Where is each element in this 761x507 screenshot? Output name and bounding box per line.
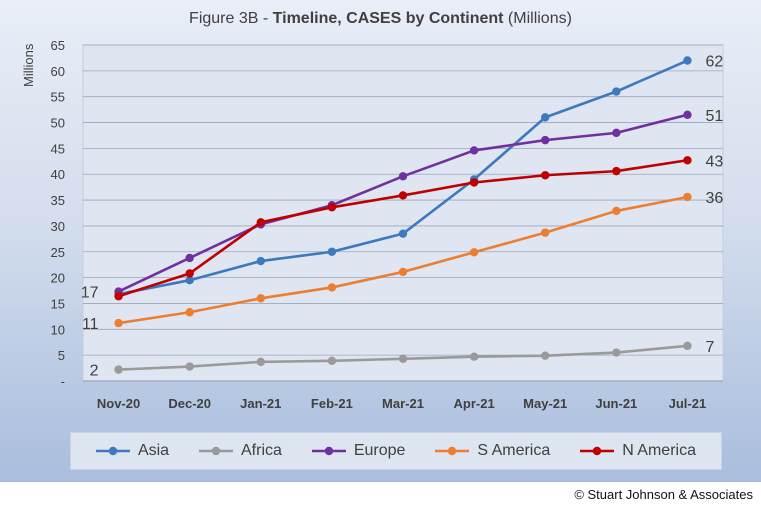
legend-swatch	[435, 446, 470, 456]
y-tick-label: 50	[51, 116, 65, 131]
data-point	[541, 351, 550, 360]
end-data-label: 36	[705, 190, 723, 207]
x-tick-label: Mar-21	[382, 396, 424, 411]
end-data-label: 51	[705, 108, 723, 125]
data-point	[541, 171, 550, 180]
x-tick-label: Nov-20	[97, 396, 140, 411]
data-point	[185, 276, 194, 285]
data-point	[185, 308, 194, 317]
y-tick-label: 5	[58, 348, 65, 363]
data-point	[327, 356, 337, 366]
data-point	[256, 256, 265, 266]
legend-swatch-marker	[108, 446, 118, 456]
end-data-label: 7	[705, 339, 714, 356]
x-tick-label: Feb-21	[311, 396, 353, 411]
legend-swatch	[311, 446, 346, 456]
data-point	[683, 192, 692, 202]
plot-area	[82, 44, 724, 382]
start-data-label: 2	[90, 363, 99, 380]
data-point	[469, 352, 479, 361]
title-suffix: (Millions)	[503, 10, 572, 27]
data-point	[327, 203, 337, 212]
legend: Asia Africa Europe S America N America	[70, 432, 722, 470]
legend-swatch-marker	[211, 446, 221, 456]
y-tick-label: 45	[51, 141, 65, 156]
title-bold: Timeline, CASES by Continent	[272, 10, 504, 27]
y-tick-label: 35	[51, 193, 65, 208]
data-point	[541, 113, 550, 122]
legend-label: N America	[622, 442, 696, 459]
y-tick-label: 20	[51, 271, 65, 286]
data-point	[612, 128, 621, 138]
data-point	[398, 172, 408, 181]
data-point	[469, 248, 479, 257]
data-point	[469, 146, 479, 155]
x-tick-label: May-21	[523, 396, 567, 411]
data-point	[327, 283, 337, 292]
y-tick-label: 60	[51, 64, 65, 79]
data-point	[612, 348, 621, 357]
y-tick-label: 10	[51, 322, 65, 337]
data-point	[185, 253, 194, 263]
y-tick-label: 15	[51, 296, 65, 311]
data-point	[541, 228, 550, 237]
data-point	[256, 294, 265, 303]
start-data-label: 17	[81, 285, 99, 302]
copyright-footer: © Stuart Johnson & Associates	[574, 487, 753, 502]
legend-label: S America	[477, 442, 551, 459]
data-point	[256, 218, 265, 227]
data-point	[398, 229, 408, 238]
line-chart: - 5 10 15 20 25 30 35 40 45 50 55 60 65 Nov-20 Dec-20 Ja…	[51, 38, 724, 411]
legend-swatch	[580, 446, 615, 456]
data-point	[185, 362, 194, 371]
chart-title: Figure 3B - Timeline, CASES by Continent…	[0, 10, 761, 28]
legend-swatch-marker	[448, 446, 457, 456]
y-tick-label: 40	[51, 167, 65, 182]
data-point	[683, 341, 692, 351]
data-point	[683, 156, 692, 165]
x-tick-label: Jun-21	[595, 396, 637, 411]
data-point	[612, 87, 621, 96]
data-point	[612, 206, 621, 216]
data-point	[114, 365, 123, 374]
end-data-label: 62	[705, 54, 723, 71]
legend-swatch-marker	[324, 446, 334, 456]
legend-swatch	[95, 446, 130, 456]
legend-swatch-marker	[592, 446, 602, 456]
data-point	[683, 110, 692, 119]
data-point	[398, 191, 408, 200]
legend-item: Europe	[311, 442, 406, 460]
y-tick-label: -	[61, 374, 65, 389]
y-tick-label: 25	[51, 245, 65, 260]
data-point	[327, 247, 337, 256]
y-tick-label: 55	[51, 90, 65, 105]
data-point	[256, 357, 265, 367]
x-tick-label: Jan-21	[240, 396, 281, 411]
legend-item: Asia	[95, 442, 170, 460]
legend-item: N America	[580, 442, 696, 460]
start-data-label: 11	[82, 316, 99, 333]
x-tick-label: Dec-20	[168, 396, 211, 411]
data-point	[398, 267, 408, 277]
data-point	[612, 166, 621, 176]
data-point	[185, 269, 194, 278]
data-point	[114, 318, 123, 328]
legend-label: Europe	[353, 442, 406, 459]
data-point	[398, 354, 408, 363]
x-tick-label: Apr-21	[454, 396, 495, 411]
y-tick-label: 65	[51, 38, 65, 53]
legend-item: Africa	[199, 442, 282, 460]
data-point	[541, 135, 550, 145]
data-point	[683, 56, 692, 65]
legend-item: S America	[435, 442, 550, 460]
y-tick-label: 30	[51, 219, 65, 234]
legend-label: Asia	[137, 442, 170, 459]
end-data-label: 43	[705, 153, 723, 170]
legend-swatch	[199, 446, 233, 456]
data-point	[114, 292, 123, 301]
legend-label: Africa	[241, 442, 282, 459]
title-prefix: Figure 3B -	[189, 10, 273, 27]
x-tick-label: Jul-21	[669, 396, 707, 411]
data-point	[469, 178, 479, 187]
